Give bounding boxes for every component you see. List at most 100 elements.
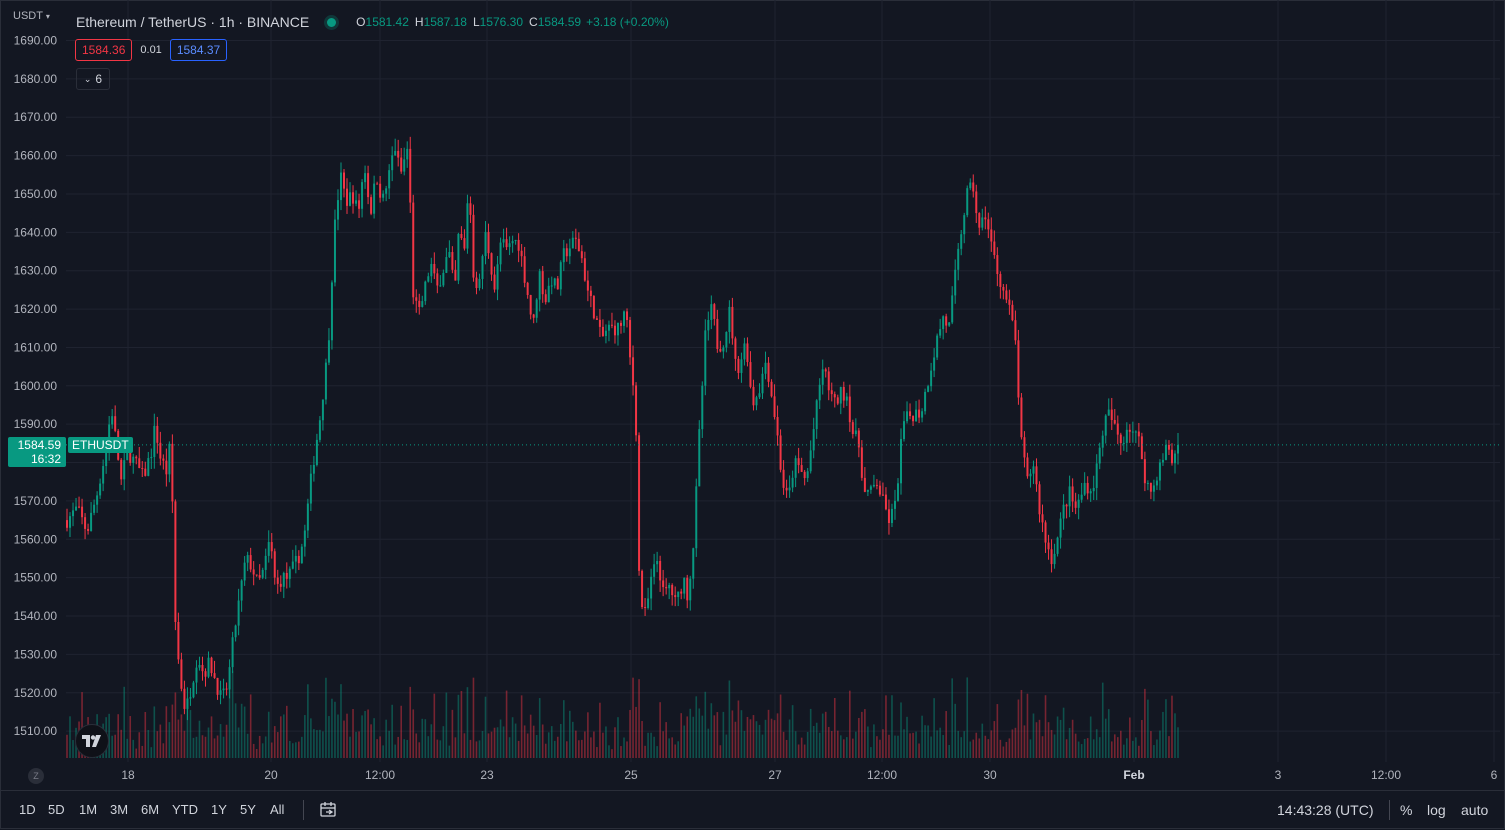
symbol-title[interactable]: Ethereum / TetherUS · 1h · BINANCE	[76, 14, 310, 30]
candle-body	[1140, 436, 1143, 460]
volume-bar	[1083, 738, 1086, 758]
candle-body	[833, 394, 836, 398]
volume-bar	[740, 710, 743, 758]
volume-bar	[897, 735, 899, 758]
candle-body	[352, 192, 355, 204]
candle-body	[866, 489, 869, 492]
range-1d-button[interactable]: 1D	[19, 802, 36, 817]
indicators-toggle-button[interactable]: ⌄ 6	[76, 68, 110, 90]
candle-body	[189, 697, 192, 699]
candle-body	[881, 494, 884, 496]
candle-body	[981, 217, 984, 228]
range-ytd-button[interactable]: YTD	[172, 802, 198, 817]
auto-scale-button[interactable]: auto	[1461, 802, 1489, 818]
range-1y-button[interactable]: 1Y	[211, 802, 227, 817]
tradingview-logo-icon[interactable]	[75, 724, 109, 758]
candle-body	[797, 458, 800, 466]
volume-bar	[1086, 738, 1089, 758]
time-tick-label: 18	[121, 768, 135, 782]
currency-selector[interactable]: USDT ▾	[13, 10, 50, 22]
range-3m-button[interactable]: 3M	[110, 802, 129, 817]
range-6m-button[interactable]: 6M	[141, 802, 160, 817]
candle-body	[1173, 453, 1176, 464]
candle-body	[300, 546, 303, 564]
volume-bar	[144, 711, 147, 758]
candle-body	[114, 416, 117, 431]
volume-bar	[481, 730, 484, 758]
volume-bar	[400, 705, 403, 758]
log-scale-button[interactable]: log	[1427, 802, 1446, 818]
range-5d-button[interactable]: 5D	[48, 802, 65, 817]
candle-body	[364, 173, 367, 183]
reset-zoom-button[interactable]: Z	[28, 768, 44, 784]
candle-body	[171, 443, 174, 502]
volume-bar	[680, 713, 683, 758]
candle-body	[1125, 429, 1128, 443]
candle-body	[857, 430, 860, 448]
candle-body	[327, 340, 330, 363]
candle-body	[484, 231, 487, 257]
sell-button[interactable]: 1584.36	[75, 39, 133, 61]
volume-bar	[635, 706, 637, 758]
candle-body	[659, 560, 662, 581]
candle-body	[737, 358, 740, 373]
candle-body	[993, 241, 996, 256]
volume-bar	[526, 733, 529, 758]
volume-bar	[1071, 719, 1074, 758]
volume-bar	[550, 726, 553, 758]
volume-bars	[66, 670, 1179, 758]
candle-body	[252, 569, 255, 575]
candle-body	[598, 319, 601, 327]
percent-scale-button[interactable]: %	[1400, 802, 1413, 818]
volume-bar	[141, 745, 144, 758]
candle-body	[821, 369, 824, 385]
volume-bar	[864, 709, 866, 758]
volume-bar	[313, 729, 315, 758]
volume-bar	[180, 714, 183, 758]
candle-body	[671, 584, 674, 596]
volume-bar	[1104, 718, 1107, 758]
candle-body	[195, 667, 198, 683]
candle-body	[111, 416, 114, 425]
volume-bar	[993, 721, 996, 758]
volume-bar	[683, 725, 686, 758]
volume-bar	[689, 708, 692, 758]
volume-bar	[1089, 716, 1092, 758]
volume-bar	[370, 724, 372, 758]
buy-button[interactable]: 1584.37	[169, 39, 228, 61]
volume-bar	[1008, 738, 1011, 758]
volume-bar	[270, 742, 273, 758]
volume-bar	[334, 701, 336, 758]
volume-bar	[1050, 729, 1053, 758]
candle-body	[996, 255, 999, 275]
candle-body	[641, 570, 644, 608]
volume-bar	[162, 743, 165, 758]
price-chart[interactable]: 1690.00 1680.00 1670.00 1660.00 1650.00 1640.…	[0, 0, 1505, 790]
volume-bar	[981, 723, 984, 758]
volume-bar	[1026, 693, 1029, 758]
candle-body	[1029, 473, 1032, 477]
volume-bar	[123, 686, 126, 758]
candle-body	[764, 362, 767, 374]
range-5y-button[interactable]: 5Y	[240, 802, 256, 817]
volume-bar	[508, 737, 511, 758]
candle-body	[1011, 304, 1014, 321]
range-1m-button[interactable]: 1M	[79, 802, 98, 817]
utc-clock[interactable]: 14:43:28 (UTC)	[1277, 802, 1374, 818]
candle-body	[339, 172, 342, 201]
time-tick-label: 27	[768, 768, 782, 782]
range-all-button[interactable]: All	[270, 802, 285, 817]
candle-body	[460, 233, 463, 239]
market-status-icon[interactable]	[327, 17, 337, 27]
candle-body	[273, 551, 276, 578]
candle-body	[704, 330, 707, 386]
go-to-date-icon[interactable]	[318, 800, 338, 820]
candle-body	[291, 561, 294, 569]
volume-bar	[894, 735, 896, 758]
candle-body	[788, 487, 791, 491]
volume-bar	[472, 677, 475, 758]
candle-body	[120, 459, 123, 480]
volume-bar	[815, 722, 818, 758]
candle-body	[406, 148, 409, 160]
volume-bar	[204, 736, 207, 758]
